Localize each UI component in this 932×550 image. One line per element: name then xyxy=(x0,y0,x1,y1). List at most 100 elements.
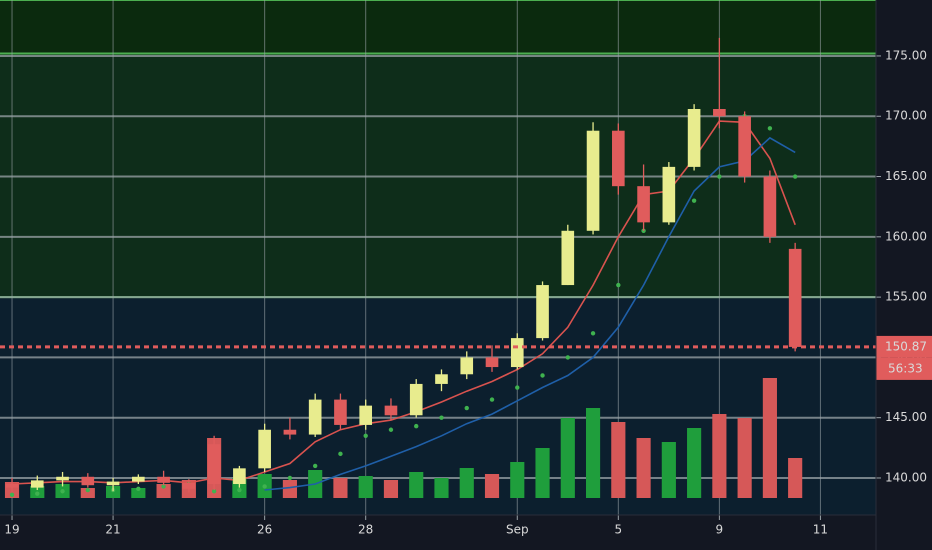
y-tick-label: 155.00 xyxy=(885,290,927,304)
sar-dot xyxy=(35,491,40,496)
x-tick-label: Sep xyxy=(506,523,529,537)
sar-dot xyxy=(414,423,419,429)
candle-body xyxy=(283,429,297,435)
sar-dot xyxy=(792,174,798,179)
y-tick-label: 160.00 xyxy=(885,229,927,243)
sar-dot xyxy=(262,484,267,489)
sar-dot xyxy=(85,487,91,493)
candle-body xyxy=(662,166,676,223)
sar-dot xyxy=(237,487,242,493)
sar-dot xyxy=(489,397,495,402)
sar-dot xyxy=(616,282,621,288)
volume-bar xyxy=(409,472,424,498)
candle-body xyxy=(207,444,221,485)
sar-dot xyxy=(717,174,722,179)
volume-bar xyxy=(156,484,171,498)
y-tick-label: 165.00 xyxy=(885,169,927,183)
candle-body xyxy=(637,186,650,223)
volume-bar xyxy=(383,480,399,498)
candle-body xyxy=(561,230,575,286)
y-tick-label: 140.00 xyxy=(885,470,927,484)
volume-bar xyxy=(636,438,651,498)
volume-bar xyxy=(459,468,474,498)
last-price-tag xyxy=(876,335,932,358)
sar-dot xyxy=(287,475,293,481)
volume-bar xyxy=(131,488,146,498)
candle-body xyxy=(157,476,170,483)
sar-dot xyxy=(363,433,368,438)
sar-dot xyxy=(515,385,520,390)
volume-bar xyxy=(282,480,297,498)
y-tick-label: 175.00 xyxy=(885,48,927,62)
candle-body xyxy=(612,130,625,187)
x-tick-label: 19 xyxy=(4,523,19,537)
candle-body xyxy=(132,476,145,482)
x-tick-label: 5 xyxy=(615,523,623,537)
sar-dot xyxy=(540,373,545,378)
sar-dot xyxy=(439,415,444,420)
volume-bar xyxy=(510,462,525,498)
x-tick-label: 26 xyxy=(257,523,272,537)
x-tick-label: 21 xyxy=(105,523,120,537)
candle-body xyxy=(182,482,196,489)
volume-bar xyxy=(535,448,550,498)
volume-bar xyxy=(687,428,702,498)
volume-bar xyxy=(560,418,575,498)
sar-dot xyxy=(767,126,773,131)
zones xyxy=(0,0,876,299)
candle-body xyxy=(56,476,69,481)
countdown-label: 56:33 xyxy=(888,361,923,375)
volume-bar xyxy=(788,458,803,498)
sar-dot xyxy=(136,486,141,492)
volume-bar xyxy=(762,378,777,498)
volume-bar xyxy=(737,418,752,498)
candle-body xyxy=(536,285,549,339)
candle-body xyxy=(763,176,777,237)
volume-bar xyxy=(484,474,500,498)
sar-dot xyxy=(161,484,166,489)
candle-body xyxy=(713,109,726,117)
candle-body xyxy=(359,405,373,425)
candle-body xyxy=(485,357,499,368)
x-tick-label: 28 xyxy=(358,523,373,537)
volume-bar xyxy=(333,478,348,498)
candle-body xyxy=(586,130,600,231)
volume-bar xyxy=(434,478,449,498)
zone xyxy=(0,0,876,54)
sar-dot xyxy=(388,427,394,432)
y-tick-label: 145.00 xyxy=(885,410,927,424)
volume-bar xyxy=(80,488,95,498)
candles xyxy=(5,37,802,493)
volume-bar xyxy=(611,422,626,498)
candle-body xyxy=(510,338,524,368)
last-price-label: 150.87 xyxy=(885,339,927,353)
candle-body xyxy=(788,248,802,347)
candle-body xyxy=(435,374,448,384)
candle-body xyxy=(308,399,322,435)
candle-body xyxy=(409,383,423,416)
candle-body xyxy=(30,480,44,488)
candle-body xyxy=(233,468,246,485)
countdown-tag xyxy=(876,357,932,380)
sar-dot xyxy=(60,489,65,494)
candle-body xyxy=(81,476,95,486)
sar-dot xyxy=(691,198,697,203)
moving-average xyxy=(264,136,796,491)
candle-body xyxy=(687,109,701,167)
x-tick-label: 9 xyxy=(716,523,724,537)
volume-bar xyxy=(585,408,601,498)
candle-body xyxy=(460,357,474,375)
candle-body xyxy=(384,405,398,416)
x-tick-label: 11 xyxy=(813,523,828,537)
volume-bar xyxy=(358,476,373,498)
axes: 140.00145.00150.00155.00160.00165.00170.… xyxy=(0,48,932,537)
candle-body xyxy=(5,484,19,488)
candle-body xyxy=(106,481,120,486)
y-tick-label: 170.00 xyxy=(885,109,927,123)
candle-body xyxy=(258,429,271,469)
sar-dot xyxy=(464,405,469,411)
candle-body xyxy=(738,116,751,177)
sar-dot xyxy=(312,463,318,469)
zone xyxy=(0,53,876,298)
